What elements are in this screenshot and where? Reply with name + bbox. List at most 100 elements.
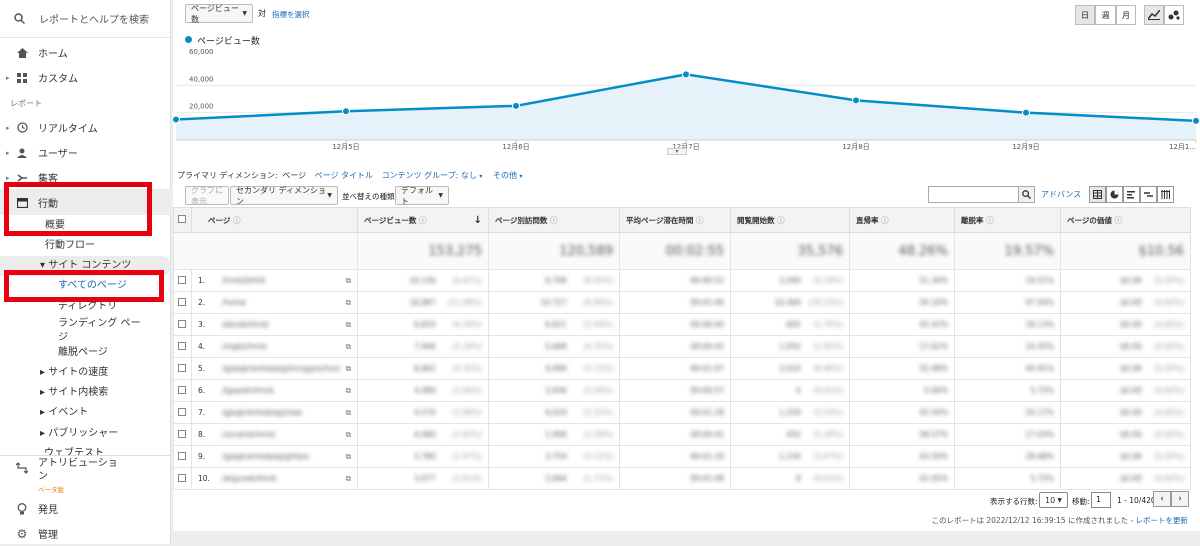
page-link[interactable]: /lmnb/bhh0 (222, 276, 265, 285)
sidebar-item-admin[interactable]: ⚙ 管理 (0, 521, 171, 546)
table-row[interactable]: 6. /lgaa/eh/lmnb ⧉ 4,080 (2.66%) 3,936 (3.26… (173, 379, 1191, 402)
row-checkbox[interactable] (178, 341, 186, 350)
row-checkbox[interactable] (178, 319, 186, 328)
select-all-checkbox[interactable] (178, 215, 186, 223)
pivot-view-button[interactable] (1157, 186, 1174, 203)
sidebar-item-exit-pages[interactable]: 離脱ページ (58, 347, 108, 358)
sidebar-item-experiments[interactable]: ウェブテスト (44, 448, 104, 455)
header-entrances[interactable]: 閲覧開始数 ⓘ (730, 207, 850, 233)
row-checkbox[interactable] (178, 297, 186, 306)
sidebar-item-overview[interactable]: 概要 (45, 220, 65, 231)
header-page-value[interactable]: ページの価値 ⓘ (1060, 207, 1191, 233)
sidebar-item-discover[interactable]: 発見 (0, 496, 171, 521)
goto-input[interactable]: 1 (1091, 492, 1111, 508)
sidebar-item-realtime[interactable]: ▸ リアルタイム (0, 115, 171, 140)
week-toggle[interactable]: 週 (1095, 5, 1116, 25)
dimension-page-title[interactable]: ページ タイトル (314, 171, 374, 180)
header-pageviews[interactable]: ページビュー数 ⓘ ↓ (357, 207, 489, 233)
open-page-icon[interactable]: ⧉ (345, 407, 351, 417)
dimension-page[interactable]: ページ (282, 171, 307, 180)
table-row[interactable]: 2. /home ⧉ 16,987 (11.08%) 10,727 (8.90%) 00:… (173, 291, 1191, 314)
refresh-report-link[interactable]: レポートを更新 (1135, 516, 1189, 525)
row-checkbox[interactable] (178, 451, 186, 460)
page-link[interactable]: /abcde/lmnb (222, 320, 269, 329)
table-row[interactable]: 7. /gjegk/enhelpeg/siwe ⧉ 4,570 (2.98%) 4,01… (173, 401, 1191, 424)
sidebar-item-publisher[interactable]: ▸ パブリッシャー (40, 428, 119, 439)
table-search-input[interactable] (928, 186, 1035, 203)
sidebar-item-behavior-flow[interactable]: 行動フロー (45, 240, 95, 251)
page-link[interactable]: /gjzegk/enhelpeg/lmnggsis/hsslew (222, 364, 340, 373)
sidebar-item-attribution[interactable]: アトリビューショ (38, 458, 118, 469)
page-link[interactable]: /wigvseb/lmnb (222, 474, 277, 483)
page-link[interactable]: /mgbs/lmnb (222, 342, 267, 351)
table-view-button[interactable] (1089, 186, 1106, 203)
header-unique-pageviews[interactable]: ページ別訪問数 ⓘ (488, 207, 620, 233)
open-page-icon[interactable]: ⧉ (345, 297, 351, 307)
row-checkbox[interactable] (178, 385, 186, 394)
page-link[interactable]: /lgaa/eh/lmnb (222, 386, 274, 395)
page-link[interactable]: /gjegk/enhelpeg/ghhjss (222, 452, 310, 461)
open-page-icon[interactable]: ⧉ (345, 363, 351, 373)
motion-chart-toggle[interactable] (1164, 5, 1184, 25)
header-exit-rate[interactable]: 離脱率 ⓘ (954, 207, 1061, 233)
sidebar-search[interactable]: レポートとヘルプを検索 (0, 0, 170, 38)
row-checkbox[interactable] (178, 363, 186, 372)
table-row[interactable]: 8. /ssnamb/lmnb ⧉ 4,060 (2.65%) 1,906 (1.58%… (173, 423, 1191, 446)
content-group-value[interactable]: なし (460, 171, 477, 180)
row-checkbox[interactable] (178, 407, 186, 416)
sidebar-item-users[interactable]: ▸ ユーザー (0, 140, 171, 165)
page-link[interactable]: /gjegk/enhelpeg/siwe (222, 408, 302, 417)
sidebar-item-home[interactable]: ホーム (0, 40, 171, 65)
table-search-button[interactable] (1018, 187, 1034, 202)
open-page-icon[interactable]: ⧉ (345, 429, 351, 439)
open-page-icon[interactable]: ⧉ (345, 385, 351, 395)
month-toggle[interactable]: 月 (1116, 5, 1136, 25)
sidebar-item-site-search[interactable]: ▸ サイト内検索 (40, 387, 109, 398)
legend-label: ページビュー数 (197, 37, 260, 47)
sidebar-item-custom[interactable]: ▸ カスタム (0, 65, 171, 90)
next-page-button[interactable]: › (1171, 491, 1189, 507)
table-row[interactable]: 10. /wigvseb/lmnb ⧉ 3,077 (2.01%) 2,064 (1.7… (173, 467, 1191, 490)
sort-select[interactable]: デフォルト ▼ (395, 186, 449, 206)
sidebar-item-all-pages[interactable]: すべてのページ (58, 280, 127, 291)
row-checkbox[interactable] (178, 275, 186, 284)
comparison-view-button[interactable] (1140, 186, 1157, 203)
chart-collapse-handle[interactable]: ▾ (667, 148, 687, 155)
line-chart-toggle[interactable] (1144, 5, 1164, 25)
open-page-icon[interactable]: ⧉ (345, 473, 351, 483)
day-toggle[interactable]: 日 (1075, 5, 1095, 25)
page-link[interactable]: /ssnamb/lmnb (222, 430, 276, 439)
prev-page-button[interactable]: ‹ (1153, 491, 1171, 507)
open-page-icon[interactable]: ⧉ (345, 319, 351, 329)
dimension-content-group[interactable]: コンテンツ グループ: (381, 171, 459, 180)
open-page-icon[interactable]: ⧉ (345, 341, 351, 351)
open-page-icon[interactable]: ⧉ (345, 451, 351, 461)
performance-view-button[interactable] (1123, 186, 1140, 203)
open-page-icon[interactable]: ⧉ (345, 275, 351, 285)
metric-select[interactable]: ページビュー数 ▼ (185, 4, 253, 24)
table-row[interactable]: 9. /gjegk/enhelpeg/ghhjss ⧉ 3,780 (2.47%) 3,… (173, 445, 1191, 468)
sidebar-item-events[interactable]: ▸ イベント (40, 407, 89, 418)
header-avg-time[interactable]: 平均ページ滞在時間 ⓘ (619, 207, 731, 233)
sidebar-item-landing-pages[interactable]: ランディング ペー (58, 318, 141, 329)
sidebar-item-acquisition[interactable]: ▸ 集客 (0, 165, 171, 190)
table-row[interactable]: 1. /lmnb/bhh0 ⧉ 10,136 (6.61%) 9,708 (8.05%)… (173, 269, 1191, 292)
header-page[interactable]: ページ ⓘ (191, 207, 358, 233)
table-row[interactable]: 4. /mgbs/lmnb ⧉ 7,946 (5.18%) 5,668 (4.70%) 0… (173, 335, 1191, 358)
page-link[interactable]: /home (222, 298, 246, 307)
advanced-link[interactable]: アドバンス (1041, 190, 1082, 199)
select-metric-link[interactable]: 指標を選択 (272, 10, 310, 19)
sidebar-item-directory[interactable]: ディレクトリ (58, 301, 118, 312)
graph-display-button[interactable]: グラフに表示 (185, 186, 229, 206)
secondary-dimension-select[interactable]: セカンダリ ディメンション ▼ (230, 186, 338, 206)
row-checkbox[interactable] (178, 429, 186, 438)
pie-view-button[interactable] (1106, 186, 1123, 203)
sidebar-item-site-speed[interactable]: ▸ サイトの速度 (40, 367, 109, 378)
dimension-other[interactable]: その他 (492, 171, 517, 180)
sidebar-item-site-content[interactable]: ▾ サイト コンテンツ (40, 260, 132, 271)
table-row[interactable]: 5. /gjzegk/enhelpeg/lmnggsis/hsslew ⧉ 6,662… (173, 357, 1191, 380)
rows-per-page-select[interactable]: 10 ▼ (1039, 492, 1068, 508)
header-bounce-rate[interactable]: 直帰率 ⓘ (849, 207, 955, 233)
table-row[interactable]: 3. /abcde/lmnb ⧉ 6,655 (4.34%) 6,621 (5.49%)… (173, 313, 1191, 336)
row-checkbox[interactable] (178, 473, 186, 482)
